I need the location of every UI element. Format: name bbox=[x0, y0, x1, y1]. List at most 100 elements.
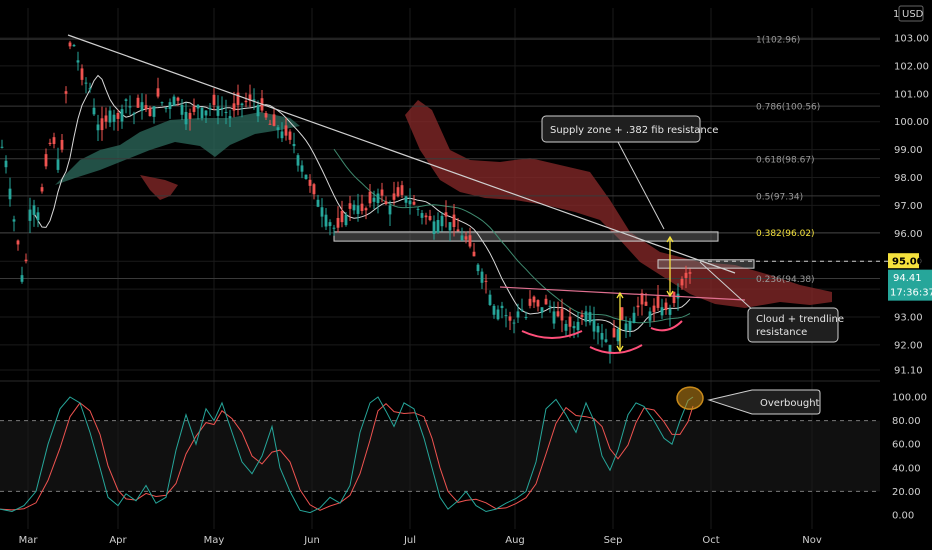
candle-body bbox=[432, 221, 436, 234]
candle-body bbox=[420, 213, 424, 218]
candle-body bbox=[640, 293, 644, 305]
candle-body bbox=[480, 271, 484, 283]
candle-body bbox=[632, 312, 636, 324]
candle-body bbox=[196, 104, 200, 109]
overbought-circle bbox=[676, 386, 704, 410]
candle-body bbox=[424, 215, 428, 218]
candle-body bbox=[268, 123, 272, 125]
candle-body bbox=[36, 212, 40, 221]
candle-body bbox=[316, 199, 320, 207]
candle-body bbox=[0, 146, 4, 148]
price-tick-label: 99.00 bbox=[894, 145, 923, 156]
candle-body bbox=[416, 208, 420, 210]
candle-body bbox=[524, 316, 528, 318]
candle-body bbox=[472, 251, 476, 257]
resistance-zone-box[interactable] bbox=[657, 259, 755, 269]
candle-body bbox=[436, 220, 440, 233]
annotation-supply-box bbox=[541, 115, 701, 143]
annotation-supply-pointer bbox=[617, 141, 665, 230]
time-axis[interactable]: Mar Apr May Jun Jul Aug Sep Oct Nov bbox=[19, 535, 822, 546]
stochastic-tick-label: 60.00 bbox=[892, 440, 921, 451]
candle-body bbox=[4, 160, 8, 168]
stochastic-tick-label: 40.00 bbox=[892, 463, 921, 474]
currency-box bbox=[898, 5, 924, 22]
annotation-overbought[interactable]: Overbought bbox=[707, 389, 821, 415]
measure-arrow-head-up bbox=[616, 291, 624, 299]
candle-body bbox=[372, 197, 376, 202]
candle-body bbox=[188, 112, 192, 119]
candle-body bbox=[412, 201, 416, 205]
candle-body bbox=[140, 102, 144, 111]
candle-body bbox=[536, 300, 540, 307]
annotation-cloud[interactable]: Cloud + trendline resistance bbox=[699, 261, 844, 343]
annotation-overbought-pointer bbox=[707, 389, 821, 415]
stochastic-band bbox=[0, 420, 880, 492]
annotation-supply[interactable]: Supply zone + .382 fib resistance bbox=[541, 115, 718, 230]
candle-body bbox=[216, 106, 220, 116]
time-tick-label: Nov bbox=[802, 535, 822, 546]
candle-body bbox=[396, 187, 400, 197]
candle-body bbox=[348, 203, 352, 209]
candle-body bbox=[644, 301, 648, 306]
candle-body bbox=[88, 88, 92, 90]
candle-body bbox=[248, 94, 252, 101]
candle-body bbox=[236, 92, 240, 105]
candle-body bbox=[20, 275, 24, 282]
stochastic-axis[interactable]: 100.00 80.00 60.00 40.00 20.00 0.00 bbox=[892, 393, 927, 522]
time-tick-label: Mar bbox=[19, 535, 39, 546]
supply-zone-box[interactable] bbox=[333, 231, 719, 242]
candle-body bbox=[300, 165, 304, 172]
stochastic-tick-label: 20.00 bbox=[892, 487, 921, 498]
candle-body bbox=[408, 200, 412, 205]
candle-body bbox=[328, 222, 332, 227]
cloud-bearish-area-early bbox=[140, 175, 178, 200]
time-tick-label: Jul bbox=[403, 535, 416, 546]
candle-body bbox=[604, 339, 608, 342]
candle-body bbox=[344, 214, 348, 226]
candle-body bbox=[144, 105, 148, 110]
cloud-bearish-area bbox=[405, 100, 832, 308]
current-price-tag: 94.41 17:36:37 bbox=[888, 269, 932, 301]
candle-body bbox=[616, 329, 620, 342]
candle-body bbox=[648, 311, 652, 321]
candle-body bbox=[64, 91, 68, 94]
currency-selector[interactable]: 1 USD bbox=[893, 5, 924, 22]
price-tick-label: 103.00 bbox=[894, 34, 929, 45]
candle-body bbox=[620, 307, 624, 320]
candle-body bbox=[100, 118, 104, 131]
time-tick-label: Aug bbox=[505, 535, 525, 546]
level-price-tag-bg bbox=[888, 253, 919, 269]
interval-label: 1 bbox=[893, 9, 899, 20]
candle-body bbox=[184, 111, 188, 125]
candle-body bbox=[320, 207, 324, 217]
candle-body bbox=[528, 298, 532, 306]
candle-body bbox=[680, 278, 684, 286]
measure-arrow-head-up bbox=[666, 235, 674, 243]
candle-body bbox=[588, 312, 592, 323]
candle-body bbox=[660, 307, 664, 316]
candle-body bbox=[364, 208, 368, 211]
candle-body bbox=[224, 111, 228, 113]
candle-body bbox=[200, 107, 204, 119]
neckline[interactable] bbox=[499, 286, 746, 301]
candle-body bbox=[656, 296, 660, 308]
measure-arrow-head-down bbox=[616, 345, 624, 353]
candle-body bbox=[400, 185, 404, 195]
candle-body bbox=[212, 94, 216, 105]
candle-body bbox=[172, 96, 176, 106]
candle-body bbox=[40, 187, 44, 192]
downtrend-line[interactable] bbox=[67, 34, 736, 274]
candle-body bbox=[624, 323, 628, 331]
candle-body bbox=[684, 272, 688, 278]
candle-body bbox=[132, 113, 136, 115]
candle-body bbox=[380, 189, 384, 196]
measure-arrow-head-down bbox=[666, 290, 674, 298]
candle-body bbox=[552, 311, 556, 324]
fib-retracement: 1(102.96) 0.786(100.56) 0.618(98.67) 0.5(97… bbox=[0, 36, 880, 285]
candle-body bbox=[324, 214, 328, 227]
candle-body bbox=[232, 103, 236, 111]
candle-body bbox=[332, 227, 336, 229]
fib-level-label: 1(102.96) bbox=[756, 36, 800, 46]
stochastic-tick-label: 0.00 bbox=[892, 511, 914, 522]
